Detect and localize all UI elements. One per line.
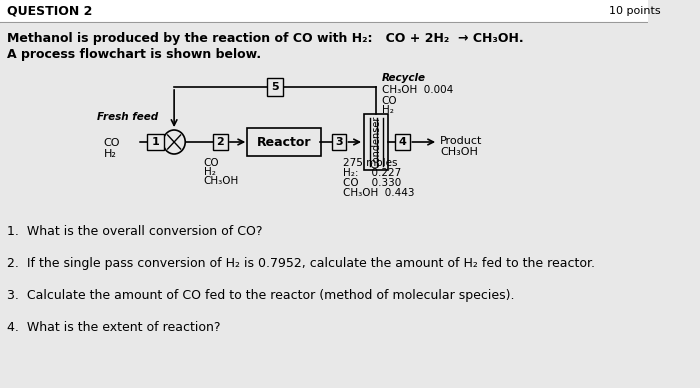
Text: H₂: H₂ [204, 167, 216, 177]
Text: H₂:    0.227: H₂: 0.227 [343, 168, 401, 178]
Text: 5: 5 [272, 82, 279, 92]
Text: CO    0.330: CO 0.330 [343, 178, 401, 188]
Text: CH₃OH: CH₃OH [204, 176, 239, 186]
Text: 10 points: 10 points [610, 6, 661, 16]
Circle shape [163, 130, 186, 154]
Text: Condenser: Condenser [371, 116, 381, 168]
Text: Product: Product [440, 136, 482, 146]
Text: 4.  What is the extent of reaction?: 4. What is the extent of reaction? [8, 321, 221, 334]
Text: H₂: H₂ [104, 149, 117, 159]
Text: CO: CO [382, 96, 397, 106]
FancyBboxPatch shape [247, 128, 321, 156]
Text: 2: 2 [216, 137, 224, 147]
FancyBboxPatch shape [213, 134, 228, 150]
FancyBboxPatch shape [147, 134, 164, 150]
Text: 2.  If the single pass conversion of H₂ is 0.7952, calculate the amount of H₂ fe: 2. If the single pass conversion of H₂ i… [8, 257, 596, 270]
Text: 3.  Calculate the amount of CO fed to the reactor (method of molecular species).: 3. Calculate the amount of CO fed to the… [8, 289, 515, 302]
Text: A process flowchart is shown below.: A process flowchart is shown below. [8, 48, 262, 61]
Text: CH₃OH  0.004: CH₃OH 0.004 [382, 85, 453, 95]
Bar [364, 114, 388, 170]
Text: Methanol is produced by the reaction of CO with H₂:   CO + 2H₂  → CH₃OH.: Methanol is produced by the reaction of … [8, 32, 524, 45]
Text: CH₃OH: CH₃OH [440, 147, 478, 157]
Text: Reactor: Reactor [257, 135, 312, 149]
Text: 1.  What is the overall conversion of CO?: 1. What is the overall conversion of CO? [8, 225, 263, 238]
FancyBboxPatch shape [267, 78, 284, 96]
Text: QUESTION 2: QUESTION 2 [8, 5, 93, 17]
Text: CO: CO [104, 138, 120, 148]
FancyBboxPatch shape [395, 134, 410, 150]
Text: 1: 1 [152, 137, 160, 147]
Text: H₂: H₂ [382, 105, 393, 115]
Text: CH₃OH  0.443: CH₃OH 0.443 [343, 188, 414, 198]
Bar [0, 0, 648, 22]
Text: 3: 3 [335, 137, 343, 147]
Text: Recycle: Recycle [382, 73, 426, 83]
Text: 275 moles: 275 moles [343, 158, 397, 168]
FancyBboxPatch shape [332, 134, 346, 150]
Text: 4: 4 [399, 137, 407, 147]
Text: CO: CO [204, 158, 219, 168]
Text: Fresh feed: Fresh feed [97, 112, 158, 122]
